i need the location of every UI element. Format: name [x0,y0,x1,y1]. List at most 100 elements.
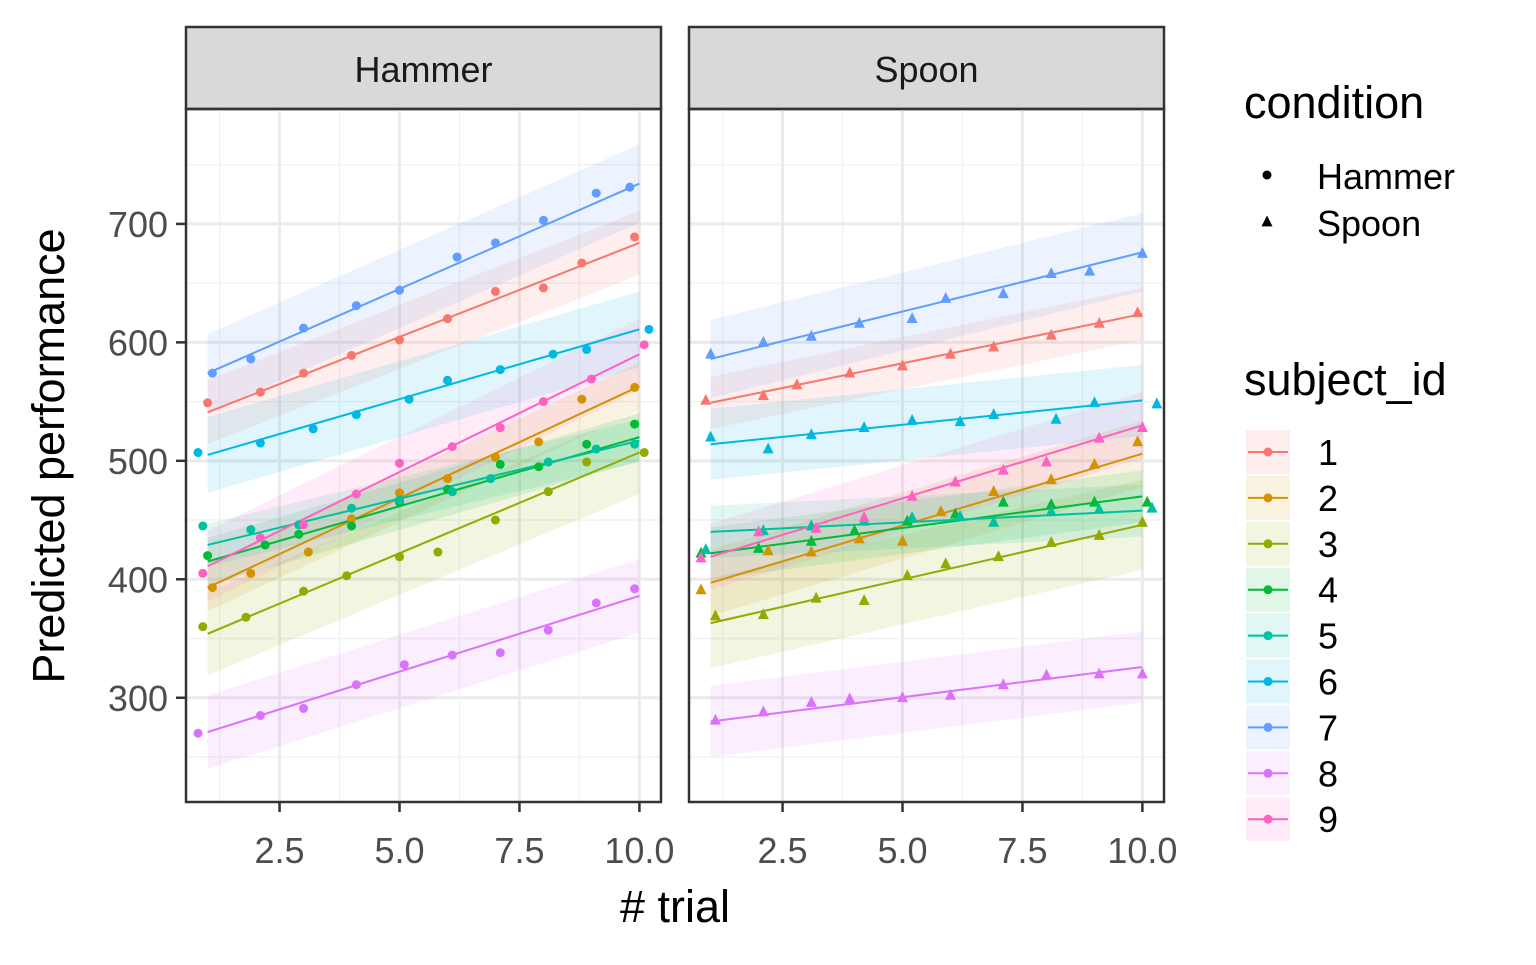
fit-line-subject-8 [710,665,1143,723]
point-subject-8 [543,625,553,635]
y-axis-label: Predicted performance [23,228,74,683]
point-subject-1 [538,283,548,293]
point-subject-5 [1093,502,1105,514]
point-subject-7 [246,354,256,364]
point-subject-8 [997,678,1009,690]
point-subject-7 [395,285,405,295]
point-subject-9 [949,475,961,487]
point-subject-2 [1132,435,1144,447]
point-subject-1 [490,286,500,296]
point-subject-3 [395,552,405,562]
y-axis-ticks: 300 400 500 600 700 [108,204,186,719]
point-subject-4 [582,439,592,449]
legend-subject: subject_id 1 2 3 4 5 67 8 9 [1244,354,1447,842]
point-subject-3 [757,608,769,620]
y-tick-label: 300 [108,678,168,719]
point-subject-5 [395,495,405,505]
legend-key-point-subject-6 [1263,677,1273,686]
point-subject-8 [709,713,721,725]
legend-key-point-subject-3 [1263,539,1273,549]
fit-line-subject-3 [710,523,1143,625]
point-subject-6 [858,421,870,433]
point-subject-3 [490,515,500,525]
point-subject-2 [207,583,217,593]
point-subject-8 [255,711,265,721]
x-tick-label: 5.0 [374,830,424,871]
point-subject-7 [906,312,918,324]
point-subject-6 [762,442,774,454]
x-tick-label: 10.0 [604,830,674,871]
point-subject-2 [395,488,405,498]
point-subject-5 [630,439,640,449]
point-subject-1 [255,387,265,397]
point-subject-1 [630,232,640,242]
point-subject-7 [805,329,817,341]
point-subject-8 [897,691,909,703]
point-subject-2 [490,452,500,462]
point-subject-8 [757,705,769,717]
point-subject-8 [193,728,203,738]
point-subject-6 [495,365,505,375]
point-subject-6 [805,428,817,440]
point-subject-1 [1093,316,1105,328]
point-subject-6 [988,408,1000,419]
point-subject-7 [705,347,717,359]
point-subject-9 [1136,421,1148,433]
legend-key-point-subject-5 [1263,631,1273,641]
point-subject-9 [447,442,457,452]
point-subject-5 [1045,505,1057,517]
point-subject-5 [198,521,208,531]
legend-subject-label: 8 [1318,753,1338,794]
point-subject-3 [901,569,913,581]
panel-spoon: Spoon [687,25,1166,804]
point-subject-2 [988,485,1000,496]
point-subject-5 [447,487,457,497]
y-axis: 300 400 500 600 700 Predicted performance [23,204,186,719]
point-subject-5 [954,509,966,521]
x-tick-label: 10.0 [1107,830,1177,871]
point-subject-2 [1088,457,1100,469]
point-subject-3 [299,586,309,596]
point-subject-9 [810,521,822,533]
legend-key-point-subject-2 [1263,493,1273,503]
point-subject-6 [582,344,592,354]
point-subject-9 [858,511,870,523]
x-tick-label: 2.5 [758,830,808,871]
y-tick-label: 600 [108,322,168,363]
panel-hammer-border [184,107,663,804]
point-subject-7 [1136,246,1148,258]
fit-line-subject-2 [207,385,640,589]
point-subject-3 [342,571,352,581]
point-subject-1 [347,350,357,360]
point-subject-9 [906,489,918,501]
x-tick-label: 2.5 [255,830,305,871]
x-tick-label: 7.5 [494,830,544,871]
point-subject-3 [433,547,443,557]
legend-subject-items: 1 2 3 4 5 67 8 9 [1246,430,1338,842]
point-subject-9 [495,423,505,433]
point-subject-9 [639,340,649,350]
legend-key-triangle [1261,215,1273,227]
point-subject-9 [586,374,596,384]
point-subject-3 [1045,536,1057,547]
point-subject-2 [762,544,774,556]
y-tick-label: 500 [108,441,168,482]
point-subject-6 [442,375,452,385]
point-subject-9 [395,458,405,468]
point-subject-9 [1093,431,1105,443]
point-subject-1 [897,359,909,371]
point-subject-7 [940,292,952,303]
fit-line-subject-6 [710,399,1143,446]
point-subject-1 [577,258,587,268]
legend-condition: condition Hammer Spoon [1244,77,1455,244]
point-subject-7 [853,316,865,328]
point-subject-8 [447,650,457,660]
legend-subject-label: 2 [1318,478,1338,519]
point-subject-9 [538,397,548,407]
point-subject-6 [255,438,265,448]
y-tick-label: 400 [108,559,168,600]
panel-spoon-strip [687,25,1166,111]
point-subject-6 [308,424,318,434]
point-subject-7 [490,238,500,248]
